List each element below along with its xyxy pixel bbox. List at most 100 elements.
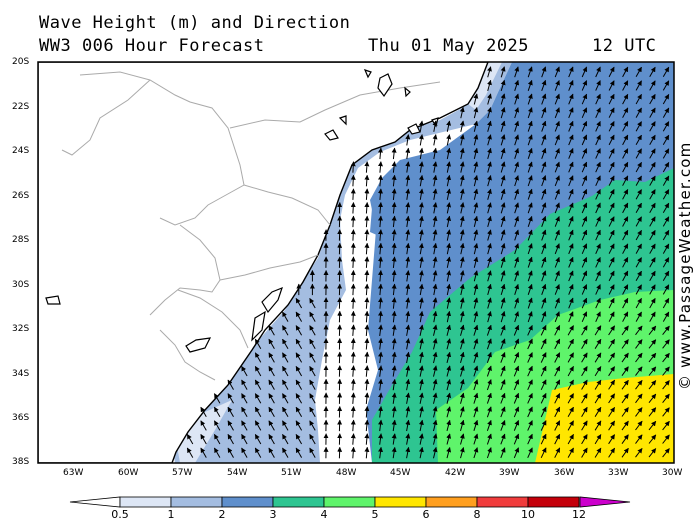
wave-arrow [594,338,602,349]
wave-arrow [405,202,411,214]
wave-arrow [487,79,492,92]
wave-arrow [282,379,289,390]
wave-arrow [459,256,465,268]
wave-arrow [540,392,547,404]
wave-arrow [241,365,248,377]
wave-arrow [500,365,506,377]
wave-arrow [622,202,629,214]
wave-arrow [459,106,465,119]
wave-arrow [432,338,438,350]
wave-arrow [554,325,561,336]
wave-arrow [432,161,438,173]
wave-arrow [568,243,574,255]
wave-arrow [595,107,601,119]
wave-arrow [635,325,643,336]
wave-arrow [554,406,561,418]
wave-arrow [608,134,615,146]
wave-arrow [581,393,588,404]
wave-arrow [391,324,397,336]
wave-arrow [648,339,657,349]
wave-arrow [567,325,574,336]
wave-arrow [486,433,492,445]
wave-arrow [432,202,438,214]
wave-arrow [581,297,588,309]
wave-arrow [309,420,316,431]
wave-arrow [581,256,588,268]
wave-arrow [608,420,616,431]
wave-arrow [540,352,547,363]
wave-arrow [608,229,615,241]
wave-arrow [554,243,560,255]
wave-arrow [649,107,656,118]
wave-arrow [635,216,642,227]
wave-arrow [568,311,574,323]
wave-arrow [241,433,248,445]
wave-arrow [391,270,397,282]
wave-arrow [635,202,642,214]
wave-arrow [241,393,248,404]
legend-label: 0.5 [111,508,129,521]
wave-arrow [459,324,465,336]
wave-arrow [418,406,424,418]
wave-arrow [295,433,303,445]
wave-arrow [350,229,356,241]
wave-arrow [568,66,574,78]
wave-arrow [364,365,370,377]
lon-tick: 54W [227,468,248,478]
wave-arrow [473,324,479,336]
wave-arrow [418,242,424,255]
wave-arrow [500,202,506,214]
wave-arrow [432,134,438,146]
wave-arrow [405,446,411,459]
wave-arrow [378,419,384,432]
wave-arrow [662,297,670,309]
wave-arrow [567,433,574,445]
wave-arrow [621,447,629,458]
wave-arrow [500,352,506,363]
wave-arrow [622,284,629,295]
wave-arrow [500,175,506,187]
wave-arrow [418,256,424,268]
forecast-date: Thu 01 May 2025 [368,36,530,56]
wave-arrow [473,270,479,282]
wave-arrow [309,379,316,390]
wave-arrow [418,270,424,282]
wave-arrow [527,256,533,268]
legend-label: 8 [473,508,481,521]
wave-arrow [268,365,275,377]
wave-arrow [350,188,356,200]
wave-arrow [608,393,616,404]
legend-label: 1 [167,508,175,521]
wave-arrow [608,107,615,118]
wave-arrow [391,174,397,187]
wave-arrow [514,175,520,187]
wave-arrow [513,379,520,391]
wave-arrow [541,175,547,187]
wave-arrow [364,378,370,391]
wave-arrow [527,365,533,377]
wave-arrow [554,175,560,187]
wave-arrow [635,66,642,78]
wave-arrow [268,433,275,445]
wave-arrow [487,66,492,78]
wave-arrow [554,447,561,458]
wave-arrow [581,175,588,187]
wave-arrow [595,284,601,295]
wave-band-lightest-2 [176,400,232,463]
wave-arrow [186,447,194,458]
lon-tick: 36W [554,468,575,478]
wave-arrow [662,380,670,390]
wave-arrow [432,120,438,132]
wave-arrow [391,215,397,228]
wave-arrow [595,120,601,132]
wave-arrow [378,365,384,377]
wave-arrow [581,161,588,173]
wave-arrow [364,229,370,241]
wave-arrow [527,175,533,187]
wave-arrow [459,242,465,255]
wave-arrow [350,433,356,445]
wave-arrow [473,392,479,404]
wave-arrow [487,147,492,160]
wave-arrow [594,447,602,458]
wave-arrow [635,393,643,404]
